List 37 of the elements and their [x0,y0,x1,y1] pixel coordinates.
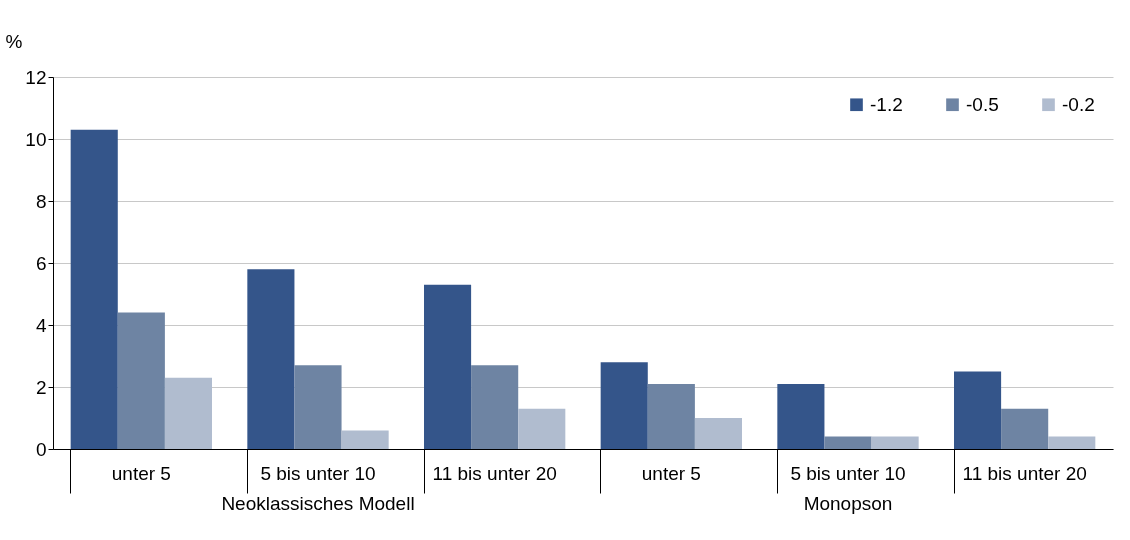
x-tick-label: unter 5 [111,462,171,484]
bar [777,383,825,449]
x-tick-label: 5 bis unter 10 [260,462,376,484]
text: Neoklassisches Modell [221,493,415,514]
y-tick-label: 0 [35,438,47,460]
bar [1001,408,1049,449]
y-tick-label: 6 [35,252,47,274]
bar [164,377,212,449]
bar [70,129,118,449]
y-tick-label: 10 [25,128,47,150]
text: Monopson [803,493,893,514]
y-tick-label: 12 [25,66,47,88]
bar [518,408,566,449]
legend-label: -1.2 [870,93,903,115]
bar [341,430,389,449]
y-tick-label: 8 [35,190,47,212]
bar [424,284,472,449]
bar [294,365,342,449]
y-tick-label: 4 [35,314,47,336]
bar [694,418,742,449]
bar [824,436,872,449]
y-tick-label: 2 [35,376,47,398]
y-axis-title: % [5,30,23,52]
x-tick-label: 11 bis unter 20 [962,462,1087,484]
bar [647,383,695,449]
legend-label: -0.5 [966,93,999,115]
bar [1048,436,1096,449]
bar [471,365,519,449]
x-tick-label: unter 5 [641,462,701,484]
x-tick-label: 11 bis unter 20 [432,462,557,484]
bar [247,269,295,449]
bar [871,436,919,449]
legend-label: -0.2 [1062,93,1095,115]
bar [954,371,1002,449]
bar [117,312,165,449]
x-tick-label: 5 bis unter 10 [790,462,906,484]
bar [600,362,648,449]
